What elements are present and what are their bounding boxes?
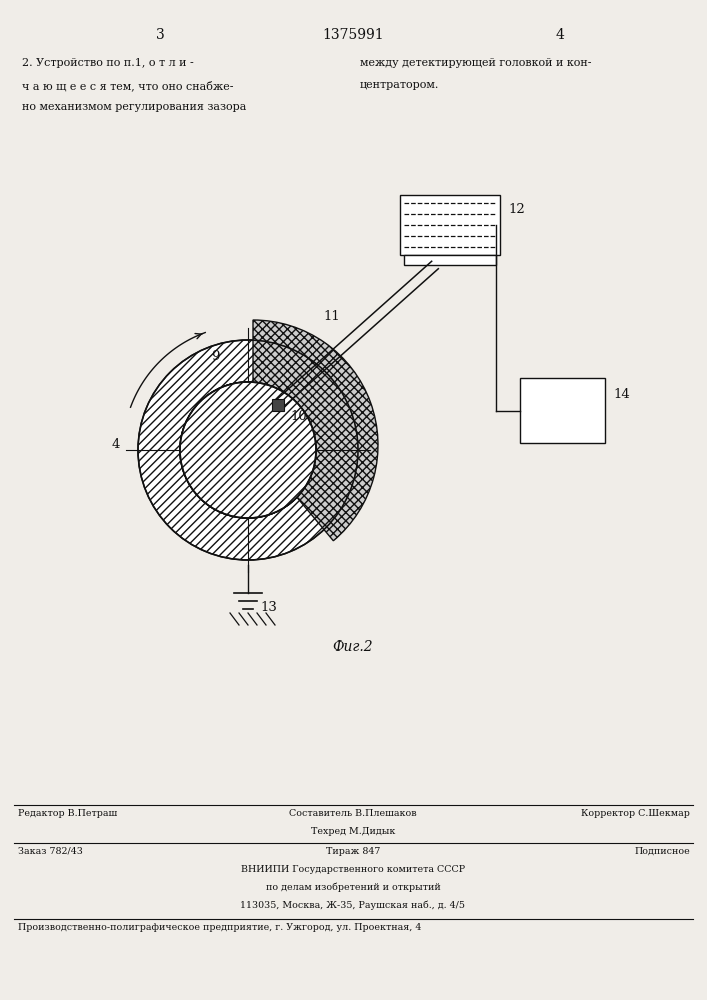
- Text: по делам изобретений и открытий: по делам изобретений и открытий: [266, 883, 440, 892]
- Text: 13: 13: [260, 601, 277, 614]
- Bar: [520, 378, 605, 443]
- Text: Производственно-полиграфическое предприятие, г. Ужгород, ул. Проектная, 4: Производственно-полиграфическое предприя…: [18, 923, 421, 932]
- Text: 10: 10: [290, 410, 307, 423]
- Text: Техред М.Дидык: Техред М.Дидык: [311, 827, 395, 836]
- Text: Составитель В.Плешаков: Составитель В.Плешаков: [289, 809, 417, 818]
- Text: Корректор С.Шекмар: Корректор С.Шекмар: [581, 809, 690, 818]
- Bar: [404, 255, 496, 265]
- Text: центратором.: центратором.: [360, 80, 439, 90]
- Text: ч а ю щ е е с я тем, что оно снабже-: ч а ю щ е е с я тем, что оно снабже-: [22, 80, 233, 91]
- Circle shape: [180, 382, 316, 518]
- Bar: [400, 195, 500, 255]
- Text: 4: 4: [112, 438, 120, 451]
- Text: 11: 11: [323, 310, 340, 323]
- Text: Подписное: Подписное: [634, 847, 690, 856]
- Text: 14: 14: [613, 388, 630, 401]
- Text: 2. Устройство по п.1, о т л и -: 2. Устройство по п.1, о т л и -: [22, 58, 194, 68]
- Text: Редактор В.Петраш: Редактор В.Петраш: [18, 809, 117, 818]
- Text: 9: 9: [211, 350, 220, 363]
- Text: между детектирующей головкой и кон-: между детектирующей головкой и кон-: [360, 58, 592, 68]
- Text: 3: 3: [156, 28, 164, 42]
- Text: Заказ 782/43: Заказ 782/43: [18, 847, 83, 856]
- Text: 4: 4: [556, 28, 564, 42]
- Circle shape: [180, 382, 316, 518]
- Text: 1375991: 1375991: [322, 28, 384, 42]
- Text: Тираж 847: Тираж 847: [326, 847, 380, 856]
- Text: 12: 12: [508, 203, 525, 216]
- Text: 113035, Москва, Ж-35, Раушская наб., д. 4/5: 113035, Москва, Ж-35, Раушская наб., д. …: [240, 901, 465, 910]
- Wedge shape: [253, 320, 378, 541]
- Text: ВНИИПИ Государственного комитета СССР: ВНИИПИ Государственного комитета СССР: [241, 865, 465, 874]
- Text: но механизмом регулирования зазора: но механизмом регулирования зазора: [22, 102, 246, 112]
- Text: Фиг.2: Фиг.2: [333, 640, 373, 654]
- Bar: [272, 399, 284, 411]
